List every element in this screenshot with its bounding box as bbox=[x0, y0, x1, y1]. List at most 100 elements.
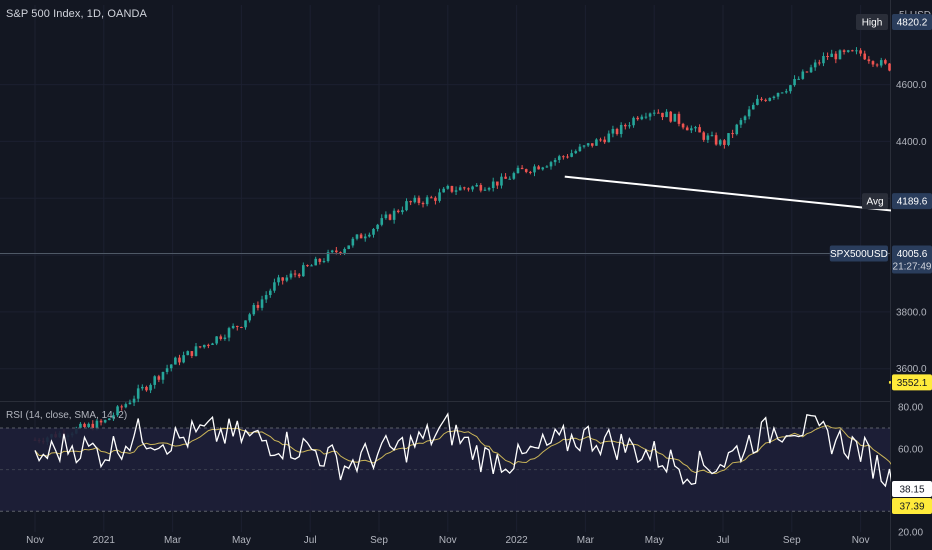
rsi-sma-value-value: 37.39 bbox=[899, 502, 924, 513]
candle-up bbox=[289, 270, 293, 280]
candle-up bbox=[838, 49, 842, 60]
candle-up bbox=[694, 125, 697, 132]
candle-down bbox=[429, 195, 433, 199]
avg-value: 4189.6 bbox=[897, 197, 928, 208]
y-tick-label: 3600.0 bbox=[896, 364, 927, 375]
candle-down bbox=[434, 196, 437, 205]
candle-up bbox=[491, 177, 495, 192]
candle-up bbox=[165, 364, 169, 375]
candle-up bbox=[252, 302, 256, 316]
candle-up bbox=[607, 130, 611, 143]
candle-up bbox=[112, 412, 115, 422]
candle-up bbox=[743, 115, 747, 124]
candle-down bbox=[479, 183, 483, 193]
candle-up bbox=[652, 109, 656, 116]
candle-down bbox=[256, 301, 260, 311]
candle-down bbox=[198, 346, 202, 349]
candle-down bbox=[657, 109, 660, 114]
candle-down bbox=[207, 343, 210, 349]
trendline[interactable] bbox=[564, 175, 932, 280]
rsi-y-tick-label: 20.00 bbox=[898, 528, 923, 539]
rsi-sma-value-value-bg bbox=[892, 498, 932, 514]
candle-up bbox=[264, 291, 268, 303]
candle-down bbox=[566, 154, 569, 159]
candle-down bbox=[421, 201, 425, 208]
candle-down bbox=[99, 419, 103, 426]
candle-down bbox=[888, 63, 891, 72]
candle-down bbox=[537, 165, 540, 170]
candle-down bbox=[293, 270, 297, 278]
candle-up bbox=[351, 236, 355, 248]
candle-up bbox=[508, 176, 512, 180]
candle-up bbox=[855, 47, 858, 55]
candle-up bbox=[273, 278, 276, 293]
high-value-bg bbox=[892, 14, 932, 31]
candle-up bbox=[595, 138, 598, 146]
candle-up bbox=[487, 186, 491, 192]
candle-down bbox=[178, 354, 181, 366]
candle-up bbox=[244, 320, 247, 330]
candle-down bbox=[467, 187, 470, 192]
candle-down bbox=[863, 50, 867, 60]
candle-up bbox=[727, 133, 730, 147]
candle-up bbox=[87, 422, 90, 429]
x-tick-label: Mar bbox=[577, 535, 595, 546]
candle-up bbox=[784, 88, 788, 94]
candle-up bbox=[718, 138, 722, 147]
candle-up bbox=[541, 166, 545, 171]
candle-down bbox=[297, 273, 301, 279]
candle-up bbox=[141, 384, 144, 391]
candle-up bbox=[756, 94, 759, 106]
candle-down bbox=[636, 116, 639, 121]
x-tick-label: Jul bbox=[304, 535, 317, 546]
candle-up bbox=[231, 323, 235, 330]
candle-down bbox=[417, 195, 421, 206]
candle-down bbox=[851, 49, 854, 52]
x-tick-label: Nov bbox=[439, 535, 457, 546]
candle-up bbox=[277, 274, 280, 286]
candle-up bbox=[322, 258, 326, 264]
candle-up bbox=[789, 84, 792, 94]
candle-up bbox=[376, 223, 379, 232]
x-tick-label: May bbox=[645, 535, 664, 546]
candle-up bbox=[780, 92, 784, 94]
candle-up bbox=[260, 295, 264, 311]
candle-up bbox=[194, 342, 198, 357]
candle-down bbox=[884, 58, 887, 65]
candle-up bbox=[380, 214, 384, 227]
candle-down bbox=[603, 136, 606, 144]
candle-up bbox=[768, 97, 772, 102]
candle-down bbox=[723, 138, 726, 149]
candle-up bbox=[174, 356, 177, 365]
candle-down bbox=[409, 200, 412, 206]
candle-down bbox=[624, 123, 627, 130]
candle-up bbox=[772, 95, 776, 100]
candle-up bbox=[533, 164, 536, 177]
symbol-label: SPX500USD bbox=[830, 249, 888, 260]
candle-up bbox=[446, 184, 450, 190]
candle-down bbox=[281, 277, 284, 285]
candle-up bbox=[846, 49, 850, 53]
candle-down bbox=[760, 97, 763, 102]
candle-up bbox=[363, 233, 367, 242]
candle-up bbox=[648, 112, 652, 121]
candle-down bbox=[834, 51, 838, 64]
candle-up bbox=[801, 69, 805, 80]
candle-up bbox=[302, 262, 305, 277]
candle-up bbox=[149, 383, 152, 394]
candle-up bbox=[268, 288, 272, 298]
candle-up bbox=[611, 125, 615, 138]
x-tick-label: Nov bbox=[852, 535, 870, 546]
y-tick-label: 3800.0 bbox=[896, 307, 927, 318]
candle-up bbox=[751, 102, 755, 110]
time-axis: Nov 2021 Mar May Jul Sep Nov 2022 Mar May Jul Sep No… bbox=[26, 535, 869, 546]
candle-down bbox=[702, 131, 706, 142]
candle-up bbox=[516, 165, 520, 174]
candle-up bbox=[384, 211, 388, 220]
candle-up bbox=[475, 183, 478, 187]
candle-up bbox=[747, 106, 751, 120]
x-tick-label: Nov bbox=[26, 535, 44, 546]
candle-up bbox=[186, 350, 190, 356]
x-tick-label: May bbox=[232, 535, 251, 546]
